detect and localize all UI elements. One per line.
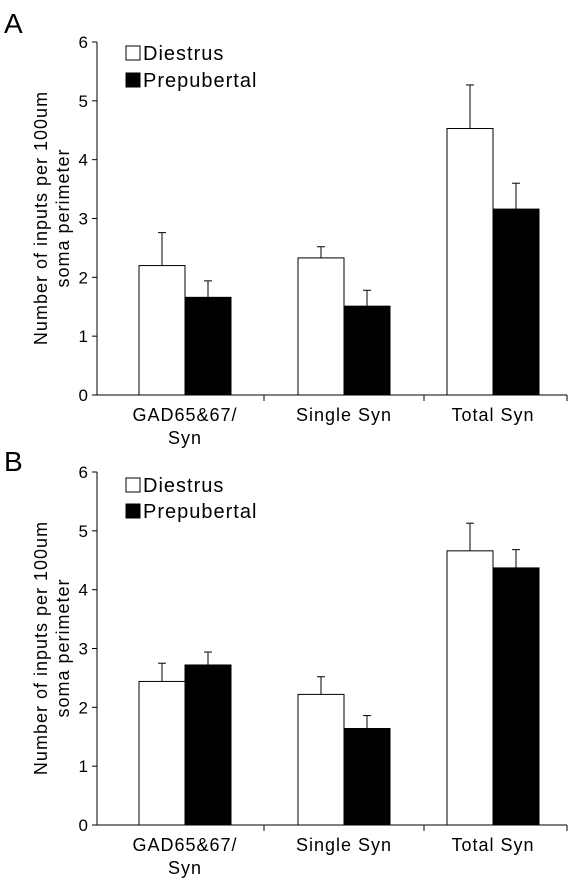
panel-a-legend-label-diestrus: Diestrus: [143, 43, 224, 65]
panel-a-y-axis-label-line1: Number of inputs per 100um: [31, 91, 51, 345]
panel-a-category-label-1: GAD65&67/: [132, 405, 237, 425]
panel-a-bar-diestrus-3: [446, 127, 494, 396]
panel-a-bar-diestrus-1: [138, 265, 186, 396]
panel-b-legend-label-prepubertal: Prepubertal: [143, 501, 257, 523]
panel-a-plot-area: 0 1 2 3 4 5 6: [79, 33, 568, 405]
panel-a-bar-prepubertal-2: [343, 305, 391, 396]
panel-b-y-axis-label-line1: Number of inputs per 100um: [31, 521, 51, 775]
panel-b-category-label-1-line2: Syn: [168, 858, 202, 878]
panel-b-y-tick-label-4: 4: [79, 581, 88, 600]
panel-b-bar-diestrus-1: [138, 680, 186, 826]
panel-b-legend: Diestrus Prepubertal: [125, 475, 257, 523]
panel-a-category-label-3: Total Syn: [451, 405, 534, 425]
panel-a-y-tick-label-3: 3: [79, 210, 88, 229]
panel-a-legend-label-prepubertal: Prepubertal: [143, 70, 257, 92]
panel-a-bar-prepubertal-3: [492, 208, 540, 396]
panel-b-y-tick-label-0: 0: [79, 816, 88, 835]
panel-b-category-label-1: GAD65&67/: [132, 835, 237, 855]
panel-b-bar-diestrus-3: [446, 550, 494, 826]
panel-b-legend-swatch-diestrus: [125, 477, 141, 493]
panel-a-legend-swatch-diestrus: [125, 45, 141, 61]
panel-a-legend-swatch-prepubertal: [125, 72, 141, 88]
panel-a-y-tick-label-1: 1: [79, 327, 88, 346]
panel-a-category-label-1-line2: Syn: [168, 428, 202, 448]
panel-b-y-tick-label-6: 6: [79, 463, 88, 482]
panel-b-category-label-2: Single Syn: [296, 835, 392, 855]
panel-b-y-tick-label-3: 3: [79, 640, 88, 659]
panel-b-bar-diestrus-2: [297, 693, 345, 826]
panel-b-bar-prepubertal-3: [492, 567, 540, 826]
panel-b-bar-prepubertal-1: [184, 664, 232, 826]
panel-a-y-tick-label-0: 0: [79, 386, 88, 405]
panel-b-y-tick-label-2: 2: [79, 698, 88, 717]
panel-a: A Number of inputs per 100um soma perime…: [4, 8, 568, 448]
panel-a-y-tick-label-5: 5: [79, 92, 88, 111]
panel-a-y-axis-label-line2: soma perimeter: [53, 148, 73, 287]
panel-a-y-tick-label-2: 2: [79, 268, 88, 287]
panel-a-y-tick-label-4: 4: [79, 151, 88, 170]
panel-a-category-labels: GAD65&67/ Syn Single Syn Total Syn: [132, 405, 534, 448]
panel-a-category-label-2: Single Syn: [296, 405, 392, 425]
panel-b: B Number of inputs per 100um soma perime…: [4, 446, 568, 878]
panel-b-category-label-3: Total Syn: [451, 835, 534, 855]
panel-b-legend-label-diestrus: Diestrus: [143, 475, 224, 497]
panel-b-y-axis-label-line2: soma perimeter: [53, 578, 73, 717]
panel-b-bar-prepubertal-2: [343, 728, 391, 826]
panel-b-legend-swatch-prepubertal: [125, 503, 141, 519]
panel-b-y-tick-label-1: 1: [79, 757, 88, 776]
panel-b-letter: B: [4, 446, 23, 477]
panel-b-y-tick-label-5: 5: [79, 522, 88, 541]
panel-a-y-tick-label-6: 6: [79, 33, 88, 52]
panel-a-bar-prepubertal-1: [184, 296, 232, 396]
panel-a-bar-diestrus-2: [297, 257, 345, 396]
panel-a-legend: Diestrus Prepubertal: [125, 43, 257, 92]
panel-b-category-labels: GAD65&67/ Syn Single Syn Total Syn: [132, 835, 534, 878]
panel-b-plot-area: 0 1 2 3 4 5 6: [79, 463, 568, 835]
panel-a-letter: A: [4, 8, 23, 39]
